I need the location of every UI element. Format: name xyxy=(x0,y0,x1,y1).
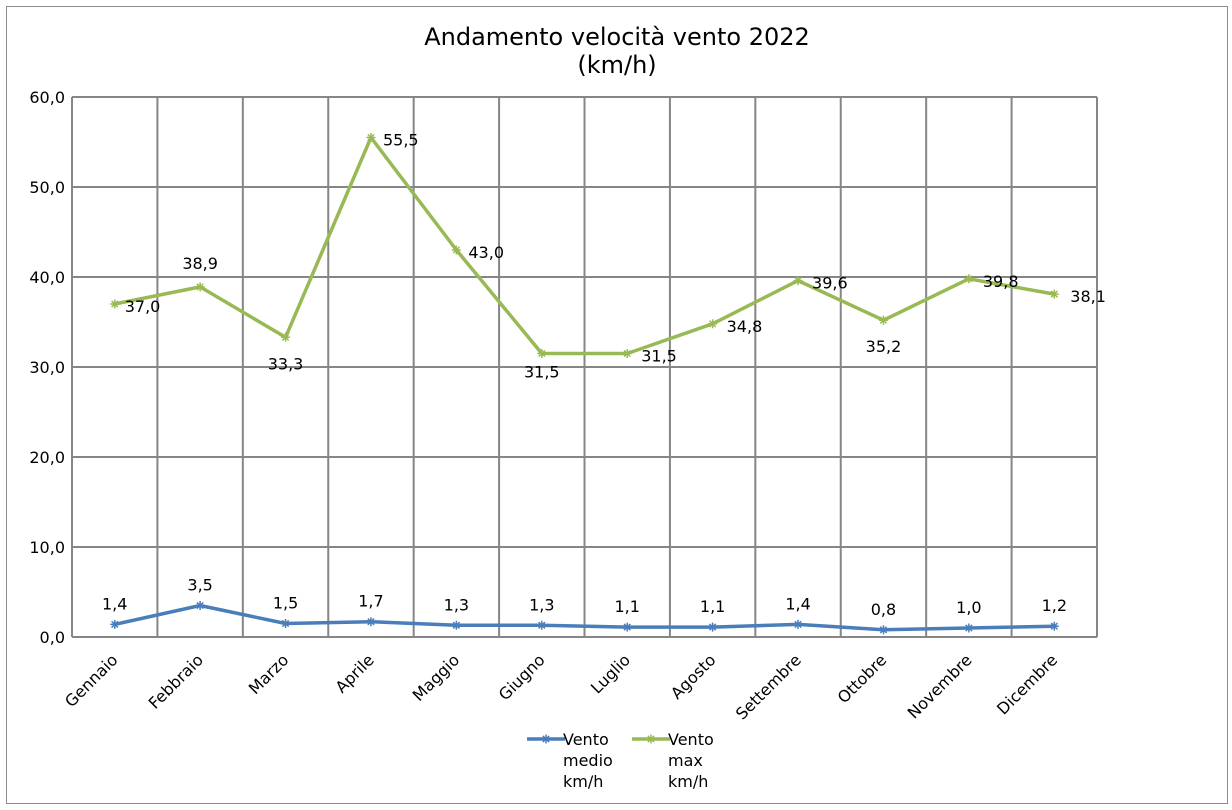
x-category-label: Febbraio xyxy=(145,650,207,712)
x-category-label: Giugno xyxy=(495,650,549,704)
legend-label-0: medio xyxy=(563,751,613,770)
series-group xyxy=(110,133,1059,635)
series-0-point xyxy=(451,620,461,630)
legend-label-0: Vento xyxy=(563,730,609,749)
chart-frame: Andamento velocità vento 2022 (km/h) 0,0… xyxy=(6,6,1228,804)
x-category-label: Dicembre xyxy=(993,650,1061,718)
data-label: 1,7 xyxy=(358,592,383,611)
y-tick-label: 20,0 xyxy=(29,448,65,467)
data-label: 1,3 xyxy=(444,595,469,614)
data-label: 38,1 xyxy=(1070,287,1106,306)
series-1-point xyxy=(708,319,718,329)
legend-label-1: Vento xyxy=(668,730,714,749)
x-category-label: Settembre xyxy=(732,650,805,723)
series-1-point xyxy=(964,274,974,284)
series-line-0 xyxy=(114,603,1055,632)
data-label: 3,5 xyxy=(187,576,212,595)
x-category-label: Maggio xyxy=(409,650,464,705)
x-category-label: Ottobre xyxy=(834,650,891,707)
series-0-point xyxy=(793,619,803,629)
series-0-point xyxy=(878,625,888,635)
series-0-point xyxy=(110,619,120,629)
data-label: 31,5 xyxy=(524,363,560,382)
data-label: 39,6 xyxy=(812,274,848,293)
y-tick-label: 60,0 xyxy=(29,88,65,107)
data-label: 39,8 xyxy=(983,272,1019,291)
y-tick-label: 50,0 xyxy=(29,178,65,197)
series-0-point xyxy=(281,619,291,628)
x-category-label: Novembre xyxy=(904,650,976,722)
series-0-point xyxy=(708,622,718,632)
y-axis: 0,0 10,0 20,0 30,0 40,0 50,0 60,0 xyxy=(29,88,65,647)
data-label: 0,8 xyxy=(871,600,896,619)
series-1-point xyxy=(1049,289,1059,299)
data-label: 34,8 xyxy=(727,317,763,336)
y-tick-label: 30,0 xyxy=(29,358,65,377)
legend: Vento medio km/h Vento max km/h xyxy=(527,730,714,791)
line-chart: Andamento velocità vento 2022 (km/h) 0,0… xyxy=(29,23,1106,791)
x-category-label: Luglio xyxy=(587,650,634,697)
chart-subtitle: (km/h) xyxy=(577,51,656,79)
legend-marker-1 xyxy=(646,734,656,744)
data-label: 43,0 xyxy=(468,243,504,262)
series-1-point xyxy=(110,299,120,309)
data-label: 1,4 xyxy=(102,594,127,613)
series-0-point xyxy=(195,601,205,610)
legend-label-1: max xyxy=(668,751,703,770)
data-label: 1,1 xyxy=(614,597,639,616)
series-1-point xyxy=(537,349,547,358)
y-tick-label: 10,0 xyxy=(29,538,65,557)
data-label: 37,0 xyxy=(125,297,161,316)
data-labels: 1,4 3,5 1,5 1,7 1,3 1,3 1,1 1,1 1,4 0,8 1,0 1,2 37,0… xyxy=(102,131,1106,619)
data-label: 1,4 xyxy=(785,594,810,613)
series-1-point xyxy=(451,245,461,255)
series-1-point xyxy=(878,315,888,325)
series-0-point xyxy=(366,617,376,627)
series-0-point xyxy=(622,622,632,632)
x-category-label: Aprile xyxy=(332,650,378,696)
data-label: 1,3 xyxy=(529,595,554,614)
data-label: 1,0 xyxy=(956,598,981,617)
x-category-label: Agosto xyxy=(667,650,720,703)
data-label: 35,2 xyxy=(866,337,902,356)
series-1-point xyxy=(793,276,803,286)
y-tick-label: 0,0 xyxy=(40,628,65,647)
series-1-point xyxy=(366,133,376,142)
x-category-label: Marzo xyxy=(245,650,293,698)
series-1-point xyxy=(622,349,632,358)
series-0-point xyxy=(1049,621,1059,631)
data-label: 1,1 xyxy=(700,597,725,616)
series-1-point xyxy=(281,332,291,342)
series-0-point xyxy=(964,623,974,633)
grid xyxy=(71,96,1098,638)
series-0-point xyxy=(537,620,547,630)
y-tick-label: 40,0 xyxy=(29,268,65,287)
x-category-label: Gennaio xyxy=(61,650,122,711)
data-label: 33,3 xyxy=(268,354,304,373)
data-label: 1,2 xyxy=(1042,596,1067,615)
data-label: 38,9 xyxy=(182,254,218,273)
data-label: 55,5 xyxy=(383,131,419,150)
chart-title: Andamento velocità vento 2022 xyxy=(424,23,810,51)
series-line-1 xyxy=(114,135,1055,356)
data-label: 1,5 xyxy=(273,594,298,613)
legend-label-1: km/h xyxy=(668,772,708,791)
legend-label-0: km/h xyxy=(563,772,603,791)
data-label: 31,5 xyxy=(641,347,677,366)
x-axis: Gennaio Febbraio Marzo Aprile Maggio Giugno Lu… xyxy=(61,650,1061,723)
legend-marker-0 xyxy=(541,734,551,744)
series-1-point xyxy=(195,282,205,292)
